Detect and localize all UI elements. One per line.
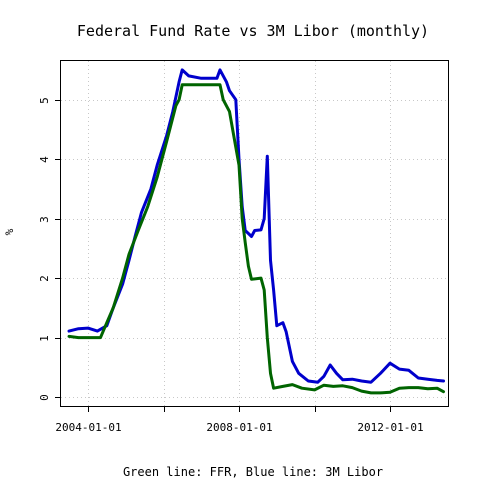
y-tick-label: 0 <box>38 394 51 401</box>
x-tick-label: 2008-01-01 <box>206 421 272 434</box>
series-layer <box>67 68 445 395</box>
x-tick-label: 2004-01-01 <box>55 421 121 434</box>
y-tick-label: 1 <box>38 335 51 342</box>
chart-caption: Green line: FFR, Blue line: 3M Libor <box>123 465 383 479</box>
y-tick-label: 3 <box>38 216 51 223</box>
libor-series-line <box>67 68 445 384</box>
x-tick-label: 2012-01-01 <box>357 421 423 434</box>
ffr-series-line <box>67 83 445 395</box>
plot-frame <box>60 60 449 407</box>
y-axis: 0 1 2 3 4 5 <box>38 97 61 401</box>
chart-title: Federal Fund Rate vs 3M Libor (monthly) <box>77 22 429 40</box>
y-tick-label: 4 <box>38 156 51 163</box>
y-axis-label: % <box>3 228 16 235</box>
y-tick-label: 5 <box>38 97 51 104</box>
y-tick-label: 2 <box>38 275 51 282</box>
x-axis: 2004-01-01 2008-01-01 2012-01-01 <box>55 406 424 434</box>
